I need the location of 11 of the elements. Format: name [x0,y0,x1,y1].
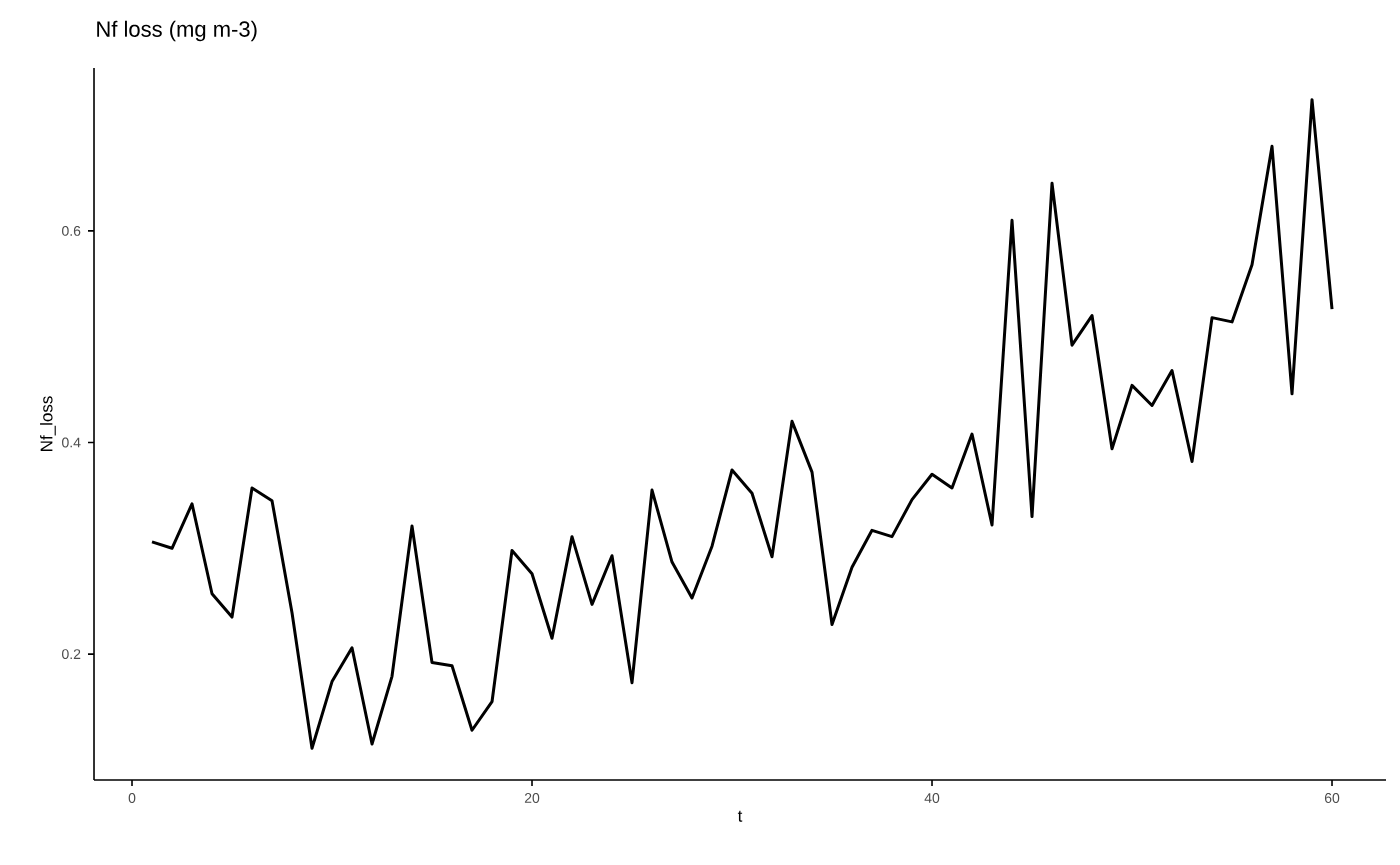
y-tick-label: 0.4 [62,437,81,448]
x-tick-label: 40 [924,793,940,803]
line-series [150,98,1334,750]
x-tick-label: 20 [524,793,540,803]
y-tick-label: 0.2 [62,649,81,660]
x-axis-title: t [737,810,743,822]
chart-title: Nf loss (mg m-3) [97,20,257,42]
x-tick-label: 60 [1324,793,1340,803]
x-tick-label: 0 [128,793,136,803]
y-axis-title: Nf_loss [40,396,56,451]
y-tick-label: 0.6 [62,225,81,236]
